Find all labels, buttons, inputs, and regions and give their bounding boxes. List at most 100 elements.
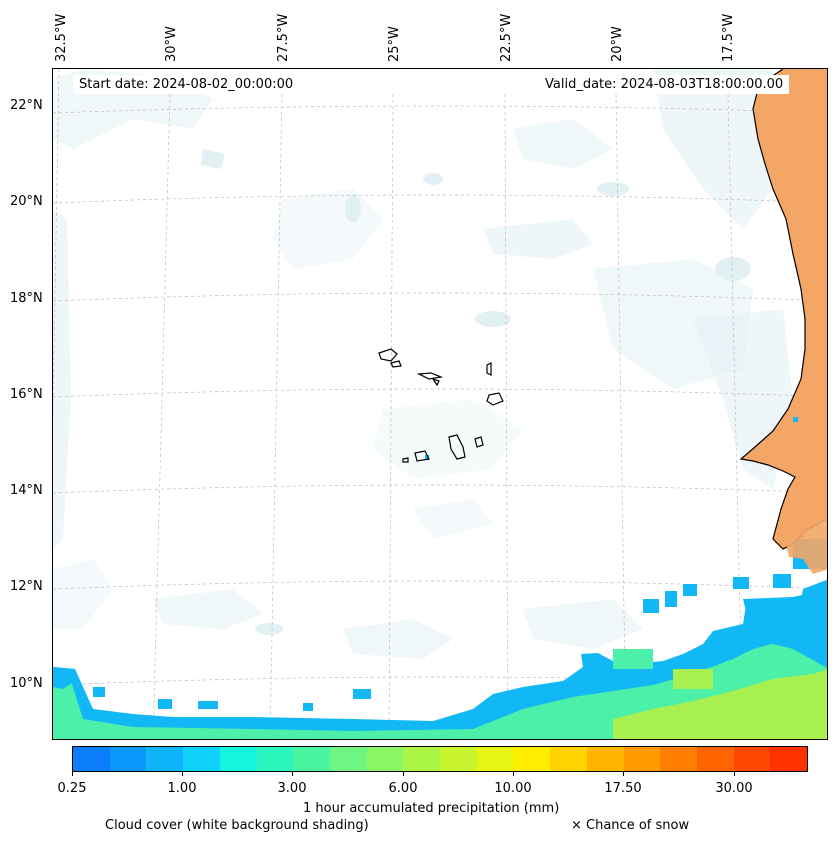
cloud-region xyxy=(597,182,629,196)
meridian-22-5w xyxy=(504,93,509,739)
weather-map[interactable] xyxy=(52,68,828,740)
island-sao-vicente xyxy=(390,360,402,368)
precip-cell xyxy=(773,574,791,588)
cloud-region xyxy=(273,189,383,269)
island-santo-antao xyxy=(378,348,398,362)
cb-tick-mark xyxy=(72,772,73,776)
colorbar-segment xyxy=(696,747,734,771)
cb-tick-mark xyxy=(513,772,514,776)
parallel-16n xyxy=(53,388,827,398)
precip-cell xyxy=(198,701,218,709)
cloud-cover-legend: Cloud cover (white background shading) xyxy=(105,818,369,833)
precip-band-mid xyxy=(53,624,827,739)
precipitation-layer xyxy=(53,417,827,739)
colorbar-segment xyxy=(366,747,404,771)
lon-label-27-5w: 27.5°W xyxy=(276,13,291,62)
colorbar-segment xyxy=(770,747,808,771)
precip-patch-sw xyxy=(53,667,78,689)
colorbar-segment xyxy=(109,747,147,771)
guinea-land xyxy=(781,517,827,574)
precip-cell xyxy=(673,669,713,689)
parallel-18n xyxy=(53,292,827,302)
cloud-region xyxy=(255,623,283,635)
cloud-cover-layer xyxy=(53,69,793,659)
lat-label-12n: 12°N xyxy=(10,579,43,594)
island-brava xyxy=(402,457,409,463)
parallel-20n xyxy=(53,194,827,204)
lon-label-25w: 25°W xyxy=(387,26,402,62)
cloud-region xyxy=(53,559,113,629)
precip-cell xyxy=(683,584,697,596)
snow-legend: × Chance of snow xyxy=(571,818,690,833)
precip-cell xyxy=(643,599,659,613)
cloud-region xyxy=(513,119,613,169)
coastlines xyxy=(378,69,827,550)
colorbar-segment xyxy=(476,747,514,771)
cloud-region xyxy=(343,619,453,659)
cloud-region xyxy=(593,259,753,389)
cb-tick-10-00: 10.00 xyxy=(494,781,532,796)
colorbar-segment xyxy=(146,747,184,771)
colorbar-segment xyxy=(660,747,697,771)
parallel-14n xyxy=(53,484,827,494)
cb-tick-1-00: 1.00 xyxy=(167,781,197,796)
cb-tick-mark xyxy=(292,772,293,776)
start-date-label: Start date: 2024-08-02_00:00:00 xyxy=(73,75,300,94)
colorbar-segment xyxy=(550,747,587,771)
cb-tick-mark xyxy=(403,772,404,776)
precip-cell xyxy=(93,687,105,697)
cloud-region xyxy=(715,257,751,281)
colorbar-segment xyxy=(623,747,661,771)
africa-coastline xyxy=(739,69,827,550)
map-canvas xyxy=(53,69,827,739)
cb-tick-0-25: 0.25 xyxy=(57,781,87,796)
lat-label-20n: 20°N xyxy=(10,194,43,209)
colorbar-segment xyxy=(183,747,220,771)
lon-label-32-5w: 32.5°W xyxy=(54,13,69,62)
lon-label-20w: 20°W xyxy=(610,26,625,62)
precip-cell xyxy=(733,577,749,589)
precipitation-colorbar xyxy=(72,746,808,772)
lat-label-18n: 18°N xyxy=(10,291,43,306)
meridian-30w xyxy=(152,93,171,739)
island-boa-vista xyxy=(486,392,504,406)
precip-cell xyxy=(158,699,172,709)
lat-label-10n: 10°N xyxy=(10,676,43,691)
cb-tick-30-00: 30.00 xyxy=(715,781,753,796)
africa-land xyxy=(741,69,827,549)
precip-cell xyxy=(425,455,429,460)
cloud-region xyxy=(475,311,511,327)
cloud-region xyxy=(53,209,71,549)
colorbar-label: 1 hour accumulated precipitation (mm) xyxy=(303,801,560,816)
colorbar-segment xyxy=(586,747,624,771)
precip-cell xyxy=(665,591,677,607)
colorbar-segment xyxy=(440,747,477,771)
colorbar-segment xyxy=(73,747,110,771)
colorbar-segment xyxy=(403,747,441,771)
cb-tick-17-50: 17.50 xyxy=(604,781,642,796)
island-sao-nicolau xyxy=(416,372,444,380)
island-sal xyxy=(486,362,492,376)
precip-cell xyxy=(353,689,371,699)
precip-patch-se xyxy=(743,589,827,668)
cloud-region xyxy=(153,589,263,629)
parallel-10n xyxy=(53,676,827,686)
parallel-12n xyxy=(53,580,827,590)
valid-date-label: Valid_date: 2024-08-03T18:00:00.00 xyxy=(539,75,790,94)
island-fogo xyxy=(414,450,430,462)
island-sal-rei xyxy=(431,377,440,387)
cloud-region xyxy=(523,599,643,649)
lon-label-22-5w: 22.5°W xyxy=(499,13,514,62)
cb-tick-mark xyxy=(623,772,624,776)
colorbar-segment xyxy=(293,747,330,771)
lon-label-30w: 30°W xyxy=(164,26,179,62)
colorbar-segment xyxy=(256,747,294,771)
cloud-region xyxy=(423,173,443,185)
parallel-22n xyxy=(53,105,827,114)
island-maio xyxy=(474,436,484,448)
cb-tick-mark xyxy=(182,772,183,776)
cb-tick-mark xyxy=(734,772,735,776)
meridian-27-5w xyxy=(269,93,283,739)
cloud-region xyxy=(373,399,523,479)
precip-cell xyxy=(793,417,798,422)
